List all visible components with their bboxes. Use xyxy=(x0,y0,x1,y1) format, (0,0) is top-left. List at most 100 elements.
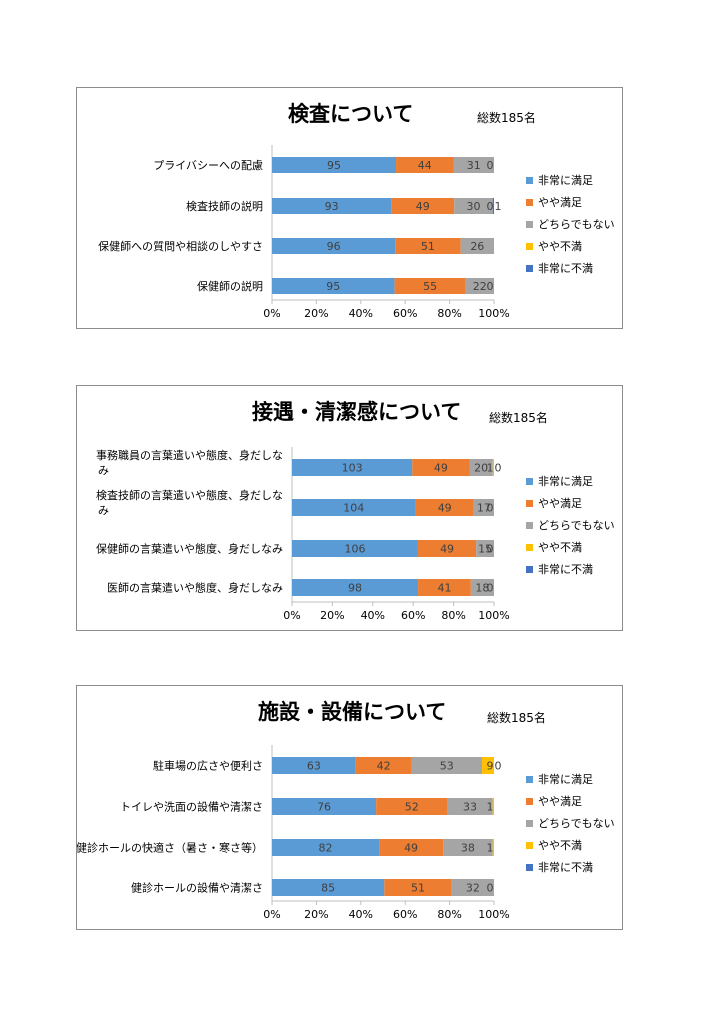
x-tick-label: 20% xyxy=(304,307,328,320)
legend-entry: どちらでもない xyxy=(538,817,615,830)
legend-entry: やや満足 xyxy=(538,497,582,510)
legend-entry: 非常に満足 xyxy=(538,174,593,187)
category-label: 健診ホールの設備や清潔さ xyxy=(131,881,263,895)
bar-segment xyxy=(447,798,493,815)
x-tick-label: 80% xyxy=(437,307,461,320)
x-tick-label: 40% xyxy=(349,307,373,320)
data-label: 96 xyxy=(327,240,341,253)
data-label: 51 xyxy=(411,882,425,895)
category-label: トイレや洗面の設備や清潔さ xyxy=(120,800,263,814)
x-tick-label: 20% xyxy=(320,609,344,622)
bar-segment xyxy=(272,839,380,856)
legend-swatch xyxy=(526,566,533,573)
category-label: 保健師の言葉遣いや態度、身だしなみ xyxy=(96,542,283,556)
bar-segment xyxy=(394,278,466,294)
data-label: 42 xyxy=(377,760,391,773)
category-label: 検査技師の説明 xyxy=(186,199,263,213)
bar-segment xyxy=(415,499,474,516)
bar-segment xyxy=(292,540,418,557)
bar-segment xyxy=(492,839,494,856)
bar-segment xyxy=(272,278,395,294)
bar-segment xyxy=(418,579,471,596)
bar-segment xyxy=(395,238,461,254)
legend-swatch xyxy=(526,177,533,184)
data-label: 106 xyxy=(344,543,365,556)
legend-entry: やや満足 xyxy=(538,196,582,209)
data-label: 18 xyxy=(475,582,489,595)
bar-segment xyxy=(470,579,494,596)
data-label: 0 xyxy=(487,582,494,595)
bar-segment xyxy=(443,839,493,856)
legend-entry: 非常に満足 xyxy=(538,475,593,488)
category-label: プライバシーへの配慮 xyxy=(153,158,263,172)
bar-segment xyxy=(465,278,494,294)
bar-segment xyxy=(492,198,494,214)
data-label: 98 xyxy=(348,582,362,595)
legend-entry: 非常に不満 xyxy=(538,262,593,275)
legend-swatch xyxy=(526,199,533,206)
bar-segment xyxy=(292,499,416,516)
bar-segment xyxy=(355,757,412,774)
x-tick-label: 20% xyxy=(304,908,328,921)
legend-swatch xyxy=(526,776,533,783)
data-label: 0 xyxy=(495,760,502,773)
legend-entry: やや不満 xyxy=(538,839,582,852)
data-label: 55 xyxy=(423,280,437,293)
data-label: 1 xyxy=(487,842,494,855)
bar-segment xyxy=(292,579,419,596)
legend-swatch xyxy=(526,544,533,551)
category-label: 保健師の説明 xyxy=(197,279,263,293)
data-label: 32 xyxy=(466,882,480,895)
bar-segment xyxy=(272,198,392,214)
data-label: 0 xyxy=(487,882,494,895)
category-label: 駐車場の広さや便利さ xyxy=(153,759,263,773)
x-tick-label: 80% xyxy=(437,908,461,921)
data-label: 1 xyxy=(495,200,502,213)
legend-swatch xyxy=(526,500,533,507)
data-label: 44 xyxy=(418,159,432,172)
data-label: 104 xyxy=(343,502,364,515)
x-tick-label: 80% xyxy=(441,609,465,622)
bar-segment xyxy=(376,798,448,815)
data-label: 63 xyxy=(307,760,321,773)
data-label: 9 xyxy=(487,760,494,773)
data-label: 1 xyxy=(487,462,494,475)
data-label: 17 xyxy=(477,502,491,515)
data-label: 15 xyxy=(478,543,492,556)
data-label: 53 xyxy=(440,760,454,773)
data-label: 0 xyxy=(487,502,494,515)
category-label: 保健師への質問や相談のしやすさ xyxy=(98,239,263,253)
bar-segment xyxy=(272,879,385,896)
x-tick-label: 100% xyxy=(478,609,509,622)
x-tick-label: 60% xyxy=(393,307,417,320)
bar-segment xyxy=(476,540,494,557)
data-label: 0 xyxy=(487,200,494,213)
legend-swatch xyxy=(526,243,533,250)
legend-swatch xyxy=(526,798,533,805)
x-tick-label: 60% xyxy=(401,609,425,622)
bar-segment xyxy=(272,757,356,774)
data-label: 38 xyxy=(461,842,475,855)
legend-entry: どちらでもない xyxy=(538,519,615,532)
data-label: 30 xyxy=(466,200,480,213)
data-label: 103 xyxy=(342,462,363,475)
x-tick-label: 40% xyxy=(349,908,373,921)
data-label: 0 xyxy=(487,159,494,172)
legend-entry: 非常に不満 xyxy=(538,861,593,874)
chart-service-svg: 0% 20% 40% 60% 80% 100%103 49 201 0事務職員の言葉遣いや態度、… xyxy=(96,447,615,622)
chart-title: 接遇・清潔感について xyxy=(252,400,462,424)
data-label: 41 xyxy=(437,582,451,595)
data-label: 0 xyxy=(495,462,502,475)
category-label: 検査技師の言葉遣いや態度、身だしなみ xyxy=(96,488,283,517)
x-tick-label: 0% xyxy=(263,908,280,921)
bar-segment xyxy=(482,757,494,774)
bar-segment xyxy=(272,238,396,254)
chart-total-count: 総数185名 xyxy=(487,711,546,725)
data-label: 49 xyxy=(404,842,418,855)
data-label: 31 xyxy=(467,159,481,172)
data-label: 95 xyxy=(326,280,340,293)
legend-swatch xyxy=(526,221,533,228)
bar-segment xyxy=(412,459,470,476)
data-label: 0 xyxy=(487,543,494,556)
